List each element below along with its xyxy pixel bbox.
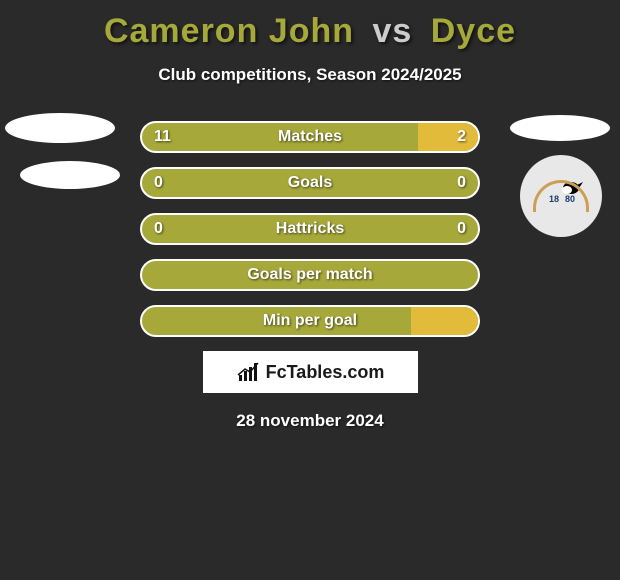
player1-name: Cameron John (104, 12, 354, 50)
player2-name: Dyce (431, 12, 516, 50)
stat-label-goals-per-match: Goals per match (247, 266, 372, 284)
stat-left-goals: 0 (154, 174, 163, 192)
brand-text: FcTables.com (266, 362, 385, 383)
stat-right-goals: 0 (457, 174, 466, 192)
brand-chart-icon (236, 361, 262, 383)
stat-label-matches: Matches (278, 128, 342, 146)
player1-avatar-top (5, 113, 115, 143)
player2-avatar-top (510, 115, 610, 141)
stat-fill-min-per-goal (411, 307, 478, 335)
stat-left-matches: 11 (154, 128, 171, 146)
stat-bars: 11 Matches 2 0 Goals 0 0 Hattricks 0 Goa… (140, 121, 480, 337)
stat-label-hattricks: Hattricks (276, 220, 344, 238)
stat-label-goals: Goals (288, 174, 332, 192)
stat-row-goals-per-match: Goals per match (140, 259, 480, 291)
stats-area: 18 80 11 Matches 2 0 Goals 0 0 Hattricks… (0, 121, 620, 337)
stat-row-min-per-goal: Min per goal (140, 305, 480, 337)
badge-inner: 18 80 (531, 166, 591, 226)
date-line: 28 november 2024 (0, 411, 620, 431)
stat-right-matches: 2 (457, 128, 466, 146)
stat-right-hattricks: 0 (457, 220, 466, 238)
stat-fill-matches (418, 123, 478, 151)
stat-row-matches: 11 Matches 2 (140, 121, 480, 153)
stat-row-hattricks: 0 Hattricks 0 (140, 213, 480, 245)
player1-avatar-mid (20, 161, 120, 189)
brand-box: FcTables.com (203, 351, 418, 393)
player2-club-badge: 18 80 (520, 155, 602, 237)
comparison-title: Cameron John vs Dyce (0, 0, 620, 51)
brand-inner: FcTables.com (236, 361, 385, 383)
stat-left-hattricks: 0 (154, 220, 163, 238)
vs-separator: vs (372, 12, 412, 50)
stat-row-goals: 0 Goals 0 (140, 167, 480, 199)
subtitle: Club competitions, Season 2024/2025 (0, 65, 620, 85)
stat-label-min-per-goal: Min per goal (263, 312, 357, 330)
